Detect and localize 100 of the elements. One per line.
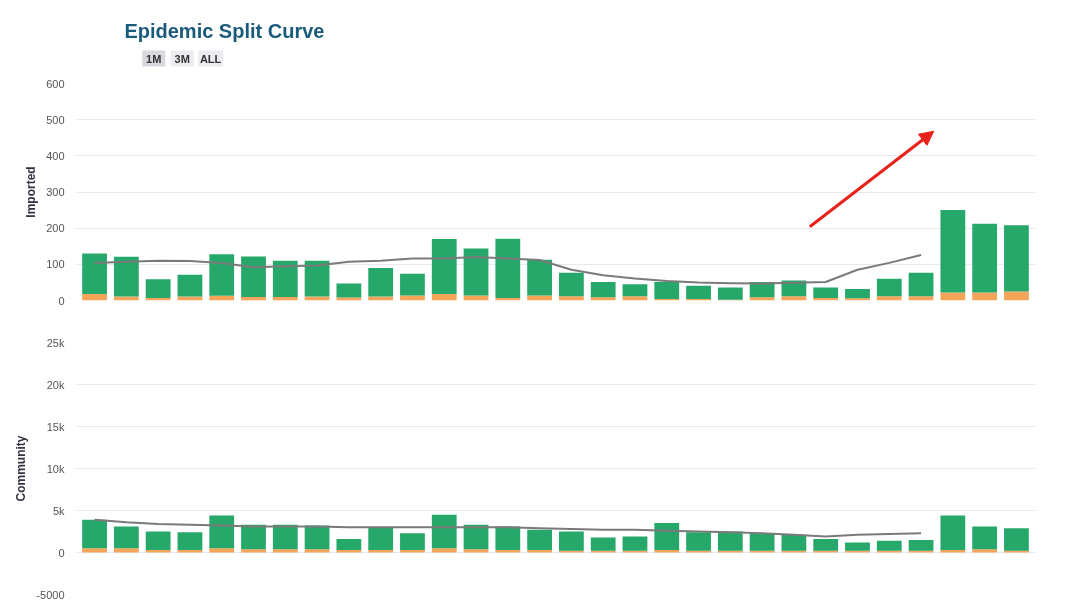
line-series <box>93 518 923 538</box>
bar <box>559 531 584 551</box>
bar <box>145 531 171 550</box>
line-series <box>93 253 923 285</box>
bar <box>749 533 775 551</box>
bar <box>527 529 552 550</box>
bar <box>622 536 648 551</box>
bar <box>908 539 934 551</box>
bar <box>686 285 711 300</box>
bar <box>590 297 616 301</box>
bar <box>972 549 998 553</box>
bar <box>463 248 489 296</box>
bar <box>495 549 521 553</box>
bar <box>145 279 171 298</box>
bar <box>527 549 552 553</box>
bar <box>177 549 203 553</box>
bar <box>82 253 107 294</box>
bar <box>177 532 203 550</box>
bar <box>368 549 394 553</box>
bar <box>972 223 998 293</box>
y-tick-label: 5k <box>52 504 65 517</box>
bar <box>590 537 616 551</box>
y-tick-label: 600 <box>46 77 65 90</box>
bar <box>908 272 934 297</box>
bar <box>304 260 330 297</box>
bar <box>654 282 680 300</box>
text: 1M <box>146 52 162 65</box>
y-tick-label: 300 <box>46 186 65 198</box>
y-tick-label: 400 <box>46 149 65 162</box>
y-tick-label: 15k <box>46 420 65 433</box>
bar <box>590 282 616 298</box>
bar <box>177 274 203 297</box>
bar <box>876 540 902 551</box>
y-tick-label: 0 <box>58 294 65 307</box>
bar <box>940 549 966 553</box>
bar <box>272 549 298 553</box>
bar <box>241 256 266 297</box>
bar <box>431 239 457 294</box>
bar <box>876 278 902 297</box>
bar <box>113 548 139 553</box>
bar <box>463 295 489 301</box>
bar <box>304 549 330 553</box>
bar <box>686 532 711 551</box>
bar <box>972 526 998 550</box>
bar <box>431 548 457 553</box>
bar <box>813 539 839 551</box>
y-axis-title: Imported <box>24 166 39 218</box>
bar <box>1004 528 1029 551</box>
bar <box>145 549 171 553</box>
bar <box>495 526 521 550</box>
y-tick-label: 10k <box>46 462 65 475</box>
y-tick-label: -5000 <box>36 588 65 601</box>
y-tick-label: 200 <box>46 222 65 235</box>
bar <box>845 542 870 551</box>
bar <box>781 534 807 551</box>
bar <box>876 296 902 301</box>
bar <box>82 519 107 549</box>
bar <box>1004 225 1029 292</box>
bar <box>559 272 584 297</box>
bar <box>82 293 107 301</box>
bar <box>272 260 298 297</box>
bar <box>336 283 362 298</box>
bar <box>400 533 425 550</box>
bar <box>241 549 266 553</box>
chart-title: Epidemic Split Curve <box>124 19 325 42</box>
bar <box>495 238 521 298</box>
y-tick-label: 20k <box>46 378 65 391</box>
bar <box>654 549 680 553</box>
bar <box>431 514 457 549</box>
y-tick-label: 500 <box>46 113 65 126</box>
y-tick-label: 100 <box>46 258 65 271</box>
y-axis-title: Community <box>14 435 29 502</box>
y-tick-label: 25k <box>46 336 65 349</box>
bar <box>400 549 425 553</box>
bar <box>336 539 362 550</box>
bar <box>368 527 394 550</box>
y-tick-label: 0 <box>58 546 65 559</box>
bar <box>845 288 870 299</box>
bar <box>431 293 457 301</box>
bar <box>940 210 966 293</box>
bar <box>400 273 425 296</box>
bar <box>241 524 266 550</box>
bar <box>717 287 743 300</box>
bar <box>400 295 425 301</box>
bar <box>336 549 362 553</box>
bar <box>813 287 839 298</box>
bar <box>209 254 235 296</box>
text: 3M <box>174 52 190 65</box>
bar <box>940 515 966 550</box>
text: ALL <box>199 52 222 65</box>
bar <box>82 548 107 553</box>
bar <box>113 526 139 549</box>
bar <box>559 296 584 301</box>
bar <box>527 259 552 296</box>
bar <box>527 295 552 301</box>
bar <box>463 549 489 553</box>
bar <box>209 515 235 549</box>
bar <box>1004 291 1029 301</box>
bar <box>368 267 394 297</box>
bar <box>749 297 775 301</box>
